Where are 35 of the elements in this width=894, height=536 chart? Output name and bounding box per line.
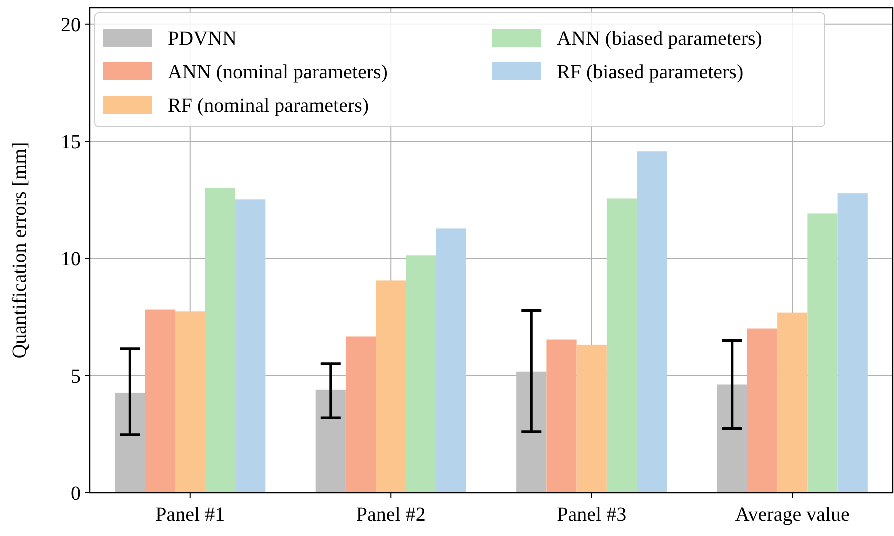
y-tick-label: 15	[61, 132, 81, 154]
bar	[778, 312, 808, 493]
bar	[175, 312, 206, 493]
bar	[606, 198, 638, 493]
y-tick-label: 5	[71, 366, 81, 388]
x-tick-label: Panel #2	[356, 504, 426, 526]
legend-label: ANN (biased parameters)	[557, 28, 762, 50]
bar	[236, 200, 266, 493]
legend-label: RF (biased parameters)	[557, 62, 744, 84]
bar	[808, 214, 838, 493]
bar	[546, 340, 577, 493]
y-tick-label: 0	[71, 483, 81, 505]
bar	[747, 328, 778, 493]
bar	[376, 280, 406, 493]
legend-label: PDVNN	[168, 28, 237, 50]
bar	[838, 194, 868, 493]
bar	[516, 372, 547, 493]
x-tick-label: Average value	[735, 504, 850, 526]
x-tick-label: Panel #1	[156, 504, 226, 526]
bar	[576, 344, 607, 493]
legend-label: ANN (nominal parameters)	[168, 62, 388, 84]
bar	[637, 152, 668, 493]
legend-label: RF (nominal parameters)	[168, 95, 370, 117]
y-axis-title: Quantification errors [mm]	[9, 142, 31, 359]
y-tick-label: 10	[61, 248, 81, 271]
bar	[406, 256, 436, 493]
bar	[316, 390, 346, 493]
bar	[145, 310, 176, 493]
bar	[115, 392, 146, 493]
bar	[346, 336, 376, 493]
y-tick-label: 20	[61, 14, 81, 36]
x-tick-label: Panel #3	[557, 504, 627, 526]
bar	[436, 228, 466, 493]
bar	[717, 384, 748, 493]
bar	[205, 188, 236, 493]
